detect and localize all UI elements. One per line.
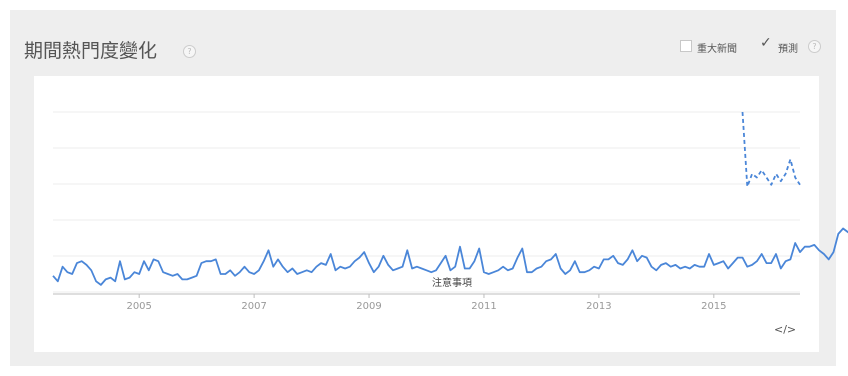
trend-line xyxy=(52,227,848,286)
chart-annotation: 注意事項 xyxy=(432,276,472,289)
help-icon[interactable]: ? xyxy=(183,45,196,58)
x-tick-label: 2007 xyxy=(241,301,266,312)
x-tick-label: 2005 xyxy=(126,301,151,312)
x-tick-label: 2011 xyxy=(471,301,496,312)
forecast-help-icon[interactable]: ? xyxy=(808,40,821,53)
embed-code-button[interactable]: </> xyxy=(774,323,797,336)
news-label[interactable]: 重大新聞 xyxy=(697,44,737,55)
forecast-label[interactable]: 預測 xyxy=(778,44,798,55)
x-tick-label: 2013 xyxy=(586,301,611,312)
chart-grid xyxy=(53,111,800,293)
forecast-checkbox[interactable]: ✓ xyxy=(760,35,772,51)
x-axis: 2005 2007 2009 2011 2013 2015 xyxy=(53,293,800,312)
chart-card xyxy=(34,76,819,352)
x-tick-label: 2009 xyxy=(356,301,381,312)
annotation-label: 注意事項 xyxy=(432,276,472,289)
forecast-line xyxy=(741,111,801,188)
page-title: 期間熱門度變化 xyxy=(24,40,158,62)
x-tick-label: 2015 xyxy=(701,301,726,312)
news-checkbox[interactable] xyxy=(680,40,692,52)
chart-series xyxy=(52,111,848,286)
